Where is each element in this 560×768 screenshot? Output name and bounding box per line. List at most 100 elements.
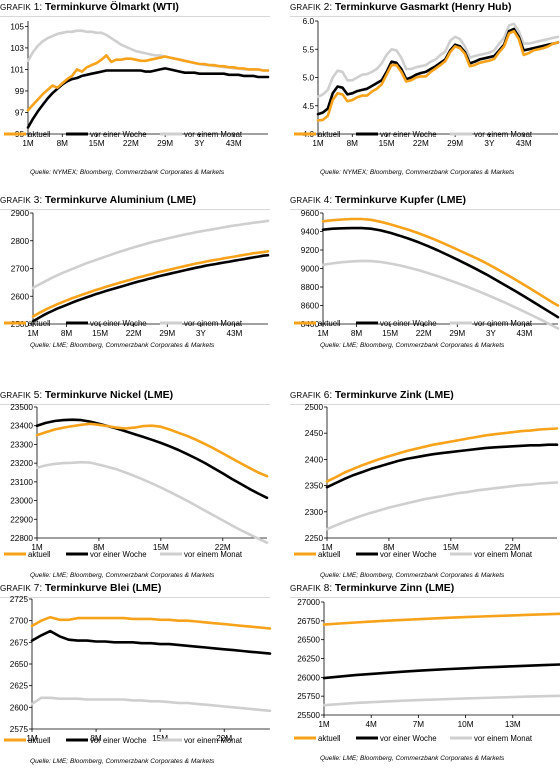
source-note: Quelle: NYMEX; Bloomberg, Commerzbank Co…: [30, 169, 225, 176]
series-line-aktuell: [321, 217, 560, 307]
line-chart: 25752600262526502675270027251M8M15M22Mak…: [4, 595, 272, 745]
y-tick-label: 5.0: [303, 74, 315, 83]
heading-rule: [0, 209, 270, 210]
line-chart: 25500 25750 26000 26250 26500 26750 27000 1M 4M 7…: [294, 598, 560, 743]
x-tick-label: 7M: [413, 720, 425, 729]
chart-prefix: Grafik: [290, 196, 321, 205]
y-tick-label: 103: [10, 44, 24, 53]
series-line-aktuell: [325, 427, 559, 483]
series-line-monat: [322, 694, 560, 707]
series-line-woche: [31, 253, 270, 323]
x-tick-label: 1M: [312, 139, 324, 148]
legend-label-woche: vor einer Woche: [90, 736, 147, 745]
x-tick-label: 8M: [57, 139, 69, 148]
legend-label-monat: vor einem Monat: [184, 319, 243, 328]
chart-heading: Grafik 5: Terminkurve Nickel (LME): [0, 389, 174, 401]
legend-label-woche: vor einer Woche: [380, 734, 437, 743]
chart-number: 6:: [323, 390, 333, 401]
legend-label-monat: vor einem Monat: [184, 130, 243, 139]
x-tick-label: 1M: [31, 543, 43, 552]
legend-label-woche: vor einer Woche: [380, 130, 437, 139]
x-tick-label: 1M: [318, 720, 330, 729]
series-line-woche: [325, 443, 559, 489]
x-tick-label: 29M: [449, 329, 465, 338]
legend-label-aktuell: aktuell: [28, 130, 51, 139]
y-tick-label: 23300: [10, 440, 33, 449]
y-tick-label: 2450: [305, 429, 324, 438]
series-line-monat: [321, 259, 560, 330]
heading-rule: [0, 404, 270, 405]
chart-panel-2: Grafik 2: Terminkurve Gasmarkt (Henry Hu…: [290, 2, 560, 187]
heading-rule: [0, 597, 270, 598]
chart-title: Terminkurve Zink (LME): [334, 389, 454, 401]
source-note: Quelle: LME; Bloomberg, Commerzbank Corp…: [320, 342, 505, 349]
legend-label-monat: vor einem Monat: [474, 550, 533, 559]
series-line-aktuell: [35, 422, 269, 478]
x-tick-label: 15M: [379, 139, 395, 148]
source-note: Quelle: LME; Bloomberg, Commerzbank Corp…: [30, 758, 215, 765]
chart-title: Terminkurve Zinn (LME): [334, 582, 455, 594]
y-tick-label: 4.5: [303, 102, 315, 111]
chart-panel-1: Grafik 1: Terminkurve Ölmarkt (WTI)95979…: [0, 2, 270, 187]
heading-rule: [290, 16, 560, 17]
y-tick-label: 97: [15, 108, 25, 117]
y-tick-label: 5.5: [303, 45, 315, 54]
chart-prefix: Grafik: [290, 3, 321, 12]
series-line-aktuell: [31, 249, 270, 318]
y-tick-label: 26250: [297, 655, 320, 664]
chart-title: Terminkurve Blei (LME): [44, 582, 162, 594]
x-tick-label: 10M: [458, 720, 474, 729]
y-tick-label: 2350: [305, 482, 324, 491]
x-tick-label: 15M: [443, 543, 459, 552]
chart-heading: Grafik 6: Terminkurve Zink (LME): [290, 389, 454, 401]
heading-rule: [0, 16, 270, 17]
x-tick-label: 1M: [321, 543, 333, 552]
legend-label-woche: vor einer Woche: [380, 319, 437, 328]
x-tick-label: 8M: [90, 734, 102, 743]
y-tick-label: 9400: [301, 228, 320, 237]
x-tick-label: 13M: [505, 720, 521, 729]
y-tick-label: 6.0: [303, 17, 315, 26]
chart-prefix: Grafik: [290, 391, 321, 400]
series-line-aktuell: [26, 54, 270, 112]
legend-label-aktuell: aktuell: [28, 319, 51, 328]
source-note: Quelle: LME; Bloomberg, Commerzbank Corp…: [320, 755, 505, 762]
x-tick-label: 43M: [226, 139, 242, 148]
y-tick-label: 2675: [10, 638, 29, 647]
y-tick-label: 26500: [297, 636, 320, 645]
chart-title: Terminkurve Gasmarkt (Henry Hub): [334, 1, 512, 13]
legend-label-aktuell: aktuell: [318, 550, 341, 559]
x-tick-label: 4M: [366, 720, 378, 729]
series-line-monat: [325, 481, 559, 531]
x-tick-label: 3Y: [486, 329, 497, 338]
chart-title: Terminkurve Kupfer (LME): [334, 194, 466, 206]
x-tick-label: 22M: [215, 543, 231, 552]
y-tick-label: 23000: [10, 497, 33, 506]
y-tick-label: 105: [10, 22, 24, 31]
y-tick-label: 23400: [10, 422, 33, 431]
series-line-woche: [322, 663, 560, 680]
chart-prefix: Grafik: [0, 391, 31, 400]
chart-panel-5: Grafik 5: Terminkurve Nickel (LME) 22800 2…: [0, 389, 270, 579]
x-tick-label: 8M: [383, 543, 395, 552]
x-tick-label: 22M: [216, 734, 232, 743]
chart-number: 4:: [323, 195, 333, 206]
legend-label-aktuell: aktuell: [318, 130, 341, 139]
x-tick-label: 29M: [447, 139, 463, 148]
legend-label-aktuell: aktuell: [318, 319, 341, 328]
y-tick-label: 2500: [305, 403, 324, 412]
y-tick-label: 23500: [10, 403, 33, 412]
series-line-woche: [30, 629, 272, 655]
chart-number: 7:: [33, 583, 43, 594]
series-line-woche: [321, 226, 560, 319]
x-tick-label: 1M: [22, 139, 34, 148]
y-tick-label: 25500: [297, 711, 320, 720]
chart-title: Terminkurve Nickel (LME): [44, 389, 174, 401]
x-tick-label: 29M: [159, 329, 175, 338]
chart-number: 8:: [323, 583, 333, 594]
chart-panel-3: Grafik 3: Terminkurve Aluminium (LME)250…: [0, 195, 270, 380]
x-tick-label: 22M: [123, 139, 139, 148]
x-tick-label: 22M: [126, 329, 142, 338]
chart-panel-8: Grafik 8: Terminkurve Zinn (LME) 25500 257…: [290, 583, 560, 768]
y-tick-label: 8800: [301, 283, 320, 292]
